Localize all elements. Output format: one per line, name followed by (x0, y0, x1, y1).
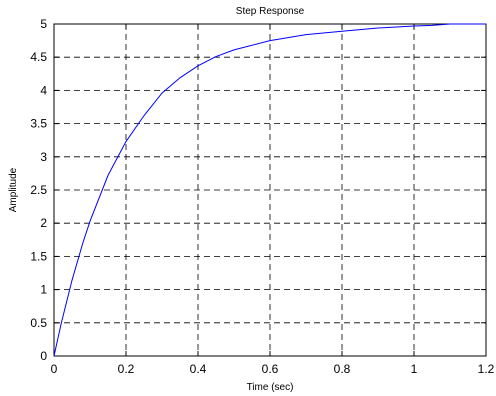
y-tick-label: 4.5 (30, 50, 47, 64)
y-tick-label: 3.5 (30, 117, 47, 131)
tick-layer: 0 0.2 0.4 0.6 0.8 1 1.2 0 0.5 1 1.5 2 2.5 3 3.5 4 4.5 5 (30, 17, 494, 376)
y-tick-label: 3 (40, 150, 47, 164)
chart-title: Step Response (236, 6, 305, 17)
grid-layer (54, 24, 486, 356)
y-tick-label: 1 (40, 283, 47, 297)
x-tick-label: 0 (51, 362, 58, 376)
series-layer (53, 23, 486, 357)
y-tick-label: 2.5 (30, 183, 47, 197)
x-tick-label: 1.2 (478, 362, 495, 376)
x-axis-label: Time (sec) (247, 382, 294, 393)
y-tick-label: 4 (40, 83, 47, 97)
y-tick-label: 0.5 (30, 316, 47, 330)
y-axis-label: Amplitude (8, 167, 19, 212)
series-line-0 (53, 23, 486, 357)
y-tick-label: 5 (40, 17, 47, 31)
y-tick-label: 1.5 (30, 249, 47, 263)
x-tick-label: 1 (411, 362, 418, 376)
x-tick-label: 0.4 (190, 362, 207, 376)
x-tick-label: 0.6 (262, 362, 279, 376)
x-tick-label: 0.2 (118, 362, 135, 376)
y-tick-label: 0 (40, 349, 47, 363)
y-tick-label: 2 (40, 216, 47, 230)
x-tick-label: 0.8 (334, 362, 351, 376)
